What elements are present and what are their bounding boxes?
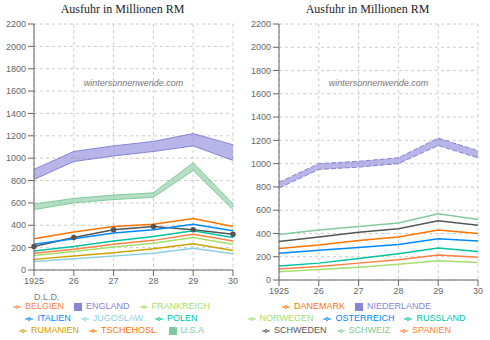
html-text:RUMANIEN: RUMANIEN: [31, 325, 79, 335]
svg-text:27: 27: [109, 276, 119, 286]
svg-text:1200: 1200: [251, 136, 271, 146]
svg-text:600: 600: [11, 198, 26, 208]
svg-text:26: 26: [314, 286, 324, 296]
html-text:ENGLAND: ENGLAND: [86, 301, 130, 311]
svg-text:1925: 1925: [24, 276, 44, 286]
svg-text:2000: 2000: [251, 42, 271, 52]
svg-text:30: 30: [228, 276, 238, 286]
svg-text:27: 27: [354, 286, 364, 296]
svg-text:200: 200: [11, 243, 26, 253]
svg-text:2000: 2000: [8, 42, 26, 52]
svg-text:1400: 1400: [251, 112, 271, 122]
svg-text:400: 400: [256, 229, 271, 239]
html-text:JUGOSLAW.: JUGOSLAW.: [92, 313, 145, 323]
svg-text:600: 600: [256, 205, 271, 215]
svg-text:800: 800: [256, 182, 271, 192]
svg-text:2200: 2200: [8, 19, 26, 29]
svg-text:1600: 1600: [251, 89, 271, 99]
html-text:NIEDERLANDE: NIEDERLANDE: [367, 301, 431, 311]
svg-text:1800: 1800: [8, 64, 26, 74]
svg-text:1400: 1400: [8, 109, 26, 119]
html-text:TSCHEHOSL.: TSCHEHOSL.: [101, 325, 159, 335]
html-text:wintersonnenwende.com: wintersonnenwende.com: [83, 78, 184, 88]
svg-text:1800: 1800: [251, 66, 271, 76]
svg-text:0: 0: [266, 275, 271, 285]
html-text:wintersonnenwende.com: wintersonnenwende.com: [328, 78, 429, 88]
svg-text:D.L.D.: D.L.D.: [34, 292, 60, 302]
html-text:POLEN: POLEN: [167, 313, 198, 323]
svg-text:26: 26: [69, 276, 79, 286]
svg-text:400: 400: [11, 220, 26, 230]
svg-text:0: 0: [21, 265, 26, 275]
html-text:SCHWEIZ: SCHWEIZ: [348, 325, 391, 335]
svg-text:1600: 1600: [8, 86, 26, 96]
svg-text:1200: 1200: [8, 131, 26, 141]
svg-text:1000: 1000: [251, 159, 271, 169]
svg-text:29: 29: [188, 276, 198, 286]
html-text:SCHWEDEN: SCHWEDEN: [274, 325, 327, 335]
svg-text:30: 30: [473, 286, 482, 296]
html-text:OSTERREICH: OSTERREICH: [335, 313, 395, 323]
svg-text:1000: 1000: [8, 153, 26, 163]
svg-text:2200: 2200: [251, 19, 271, 29]
html-text:NORWEGEN: NORWEGEN: [259, 313, 314, 323]
svg-text:200: 200: [256, 252, 271, 262]
html-text:U.S.A: U.S.A: [180, 325, 204, 335]
svg-text:800: 800: [11, 176, 26, 186]
svg-text:1925: 1925: [269, 286, 289, 296]
svg-text:29: 29: [433, 286, 443, 296]
html-text:DANEMARK: DANEMARK: [294, 301, 345, 311]
html-text:Ausfuhr in Millionen RM: Ausfuhr in Millionen RM: [305, 2, 430, 16]
html-text:ITALIEN: ITALIEN: [37, 313, 71, 323]
html-text:BELGIEN: BELGIEN: [25, 301, 64, 311]
html-text:RUSSLAND: RUSSLAND: [416, 313, 466, 323]
svg-text:28: 28: [393, 286, 403, 296]
svg-text:28: 28: [148, 276, 158, 286]
html-text:Ausfuhr in Millionen RM: Ausfuhr in Millionen RM: [60, 2, 185, 16]
html-text:SPANIEN: SPANIEN: [412, 325, 451, 335]
html-text:FRANKREICH: FRANKREICH: [151, 301, 210, 311]
